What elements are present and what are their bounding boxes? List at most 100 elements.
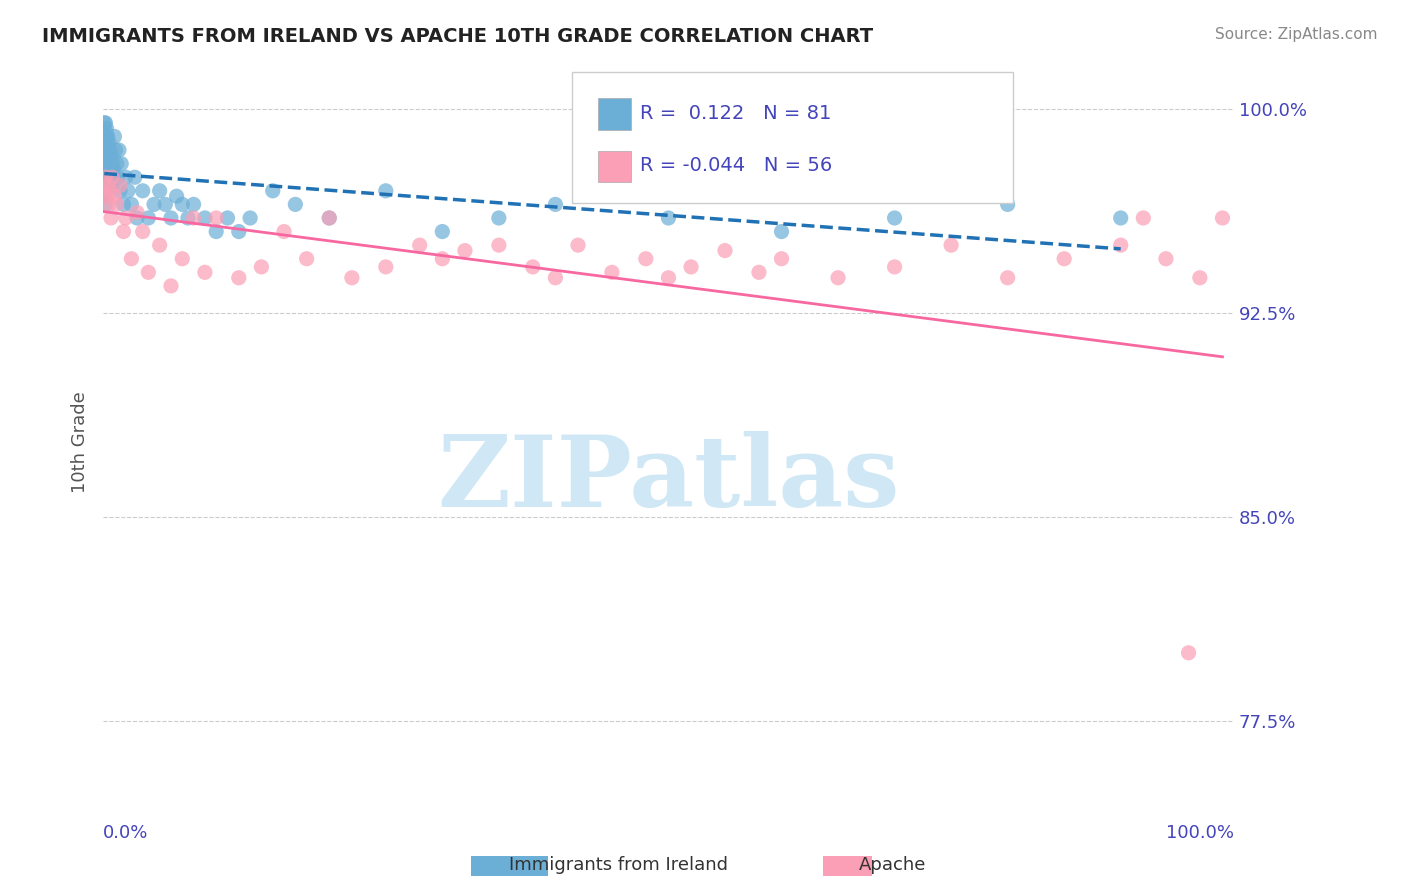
Point — [183, 211, 205, 225]
Point — [567, 238, 589, 252]
Point — [104, 143, 127, 157]
Point — [97, 145, 120, 160]
Point — [1109, 211, 1132, 225]
Point — [770, 225, 793, 239]
Point — [1109, 238, 1132, 252]
Point — [155, 197, 177, 211]
Point — [1199, 863, 1222, 878]
Point — [1177, 646, 1199, 660]
Point — [96, 121, 118, 136]
Point — [239, 211, 262, 225]
Point — [544, 270, 567, 285]
Point — [217, 211, 239, 225]
FancyBboxPatch shape — [599, 98, 631, 130]
Point — [125, 211, 148, 225]
Point — [488, 211, 510, 225]
Point — [100, 170, 122, 185]
Point — [138, 265, 160, 279]
Point — [120, 197, 142, 211]
Point — [97, 178, 120, 193]
Point — [488, 238, 510, 252]
Point — [108, 178, 131, 193]
Point — [93, 116, 115, 130]
Point — [94, 162, 117, 177]
Point — [827, 270, 849, 285]
Point — [125, 205, 148, 219]
Point — [97, 156, 120, 170]
Point — [681, 260, 703, 274]
FancyBboxPatch shape — [572, 72, 1014, 203]
Point — [94, 148, 117, 162]
Point — [284, 197, 307, 211]
Point — [295, 252, 318, 266]
Point — [101, 170, 124, 185]
Point — [374, 260, 396, 274]
Point — [634, 252, 657, 266]
Point — [149, 238, 172, 252]
Point — [172, 197, 194, 211]
Point — [97, 197, 120, 211]
Point — [94, 170, 117, 185]
Point — [105, 197, 128, 211]
Point — [131, 184, 153, 198]
Point — [108, 184, 131, 198]
Point — [108, 143, 131, 157]
Point — [97, 135, 120, 149]
Point — [657, 211, 679, 225]
Point — [103, 162, 125, 177]
Point — [172, 252, 194, 266]
Point — [93, 178, 115, 193]
Point — [94, 124, 117, 138]
Point — [124, 170, 146, 185]
Point — [205, 211, 228, 225]
Text: IMMIGRANTS FROM IRELAND VS APACHE 10TH GRADE CORRELATION CHART: IMMIGRANTS FROM IRELAND VS APACHE 10TH G… — [42, 27, 873, 45]
Point — [97, 162, 120, 177]
Point — [748, 265, 770, 279]
FancyBboxPatch shape — [599, 151, 631, 182]
Point — [409, 238, 432, 252]
Text: Source: ZipAtlas.com: Source: ZipAtlas.com — [1215, 27, 1378, 42]
Point — [103, 129, 125, 144]
Point — [112, 197, 135, 211]
Point — [1154, 252, 1177, 266]
Point — [120, 252, 142, 266]
Point — [160, 279, 183, 293]
Point — [105, 156, 128, 170]
Point — [454, 244, 477, 258]
Point — [544, 197, 567, 211]
Point — [96, 156, 118, 170]
Point — [93, 162, 115, 177]
Point — [96, 189, 118, 203]
Point — [138, 211, 160, 225]
Text: Immigrants from Ireland: Immigrants from Ireland — [509, 856, 728, 874]
Text: R =  0.122   N = 81: R = 0.122 N = 81 — [640, 103, 831, 123]
Point — [100, 148, 122, 162]
Point — [939, 238, 962, 252]
Point — [103, 189, 125, 203]
Point — [94, 197, 117, 211]
Point — [600, 265, 623, 279]
Point — [166, 189, 188, 203]
Point — [94, 170, 117, 185]
Y-axis label: 10th Grade: 10th Grade — [72, 392, 89, 493]
Point — [93, 184, 115, 198]
Point — [250, 260, 273, 274]
Point — [94, 135, 117, 149]
Point — [107, 170, 129, 185]
Point — [432, 225, 454, 239]
Point — [997, 270, 1019, 285]
Point — [96, 168, 118, 182]
Text: Apache: Apache — [859, 856, 927, 874]
Point — [1053, 252, 1076, 266]
Point — [96, 137, 118, 152]
Point — [94, 116, 117, 130]
Point — [98, 143, 121, 157]
Point — [194, 265, 217, 279]
Point — [714, 244, 737, 258]
Point — [318, 211, 340, 225]
Point — [101, 178, 124, 193]
Point — [228, 270, 250, 285]
Point — [96, 178, 118, 193]
Text: R = -0.044   N = 56: R = -0.044 N = 56 — [640, 156, 832, 175]
Point — [93, 184, 115, 198]
